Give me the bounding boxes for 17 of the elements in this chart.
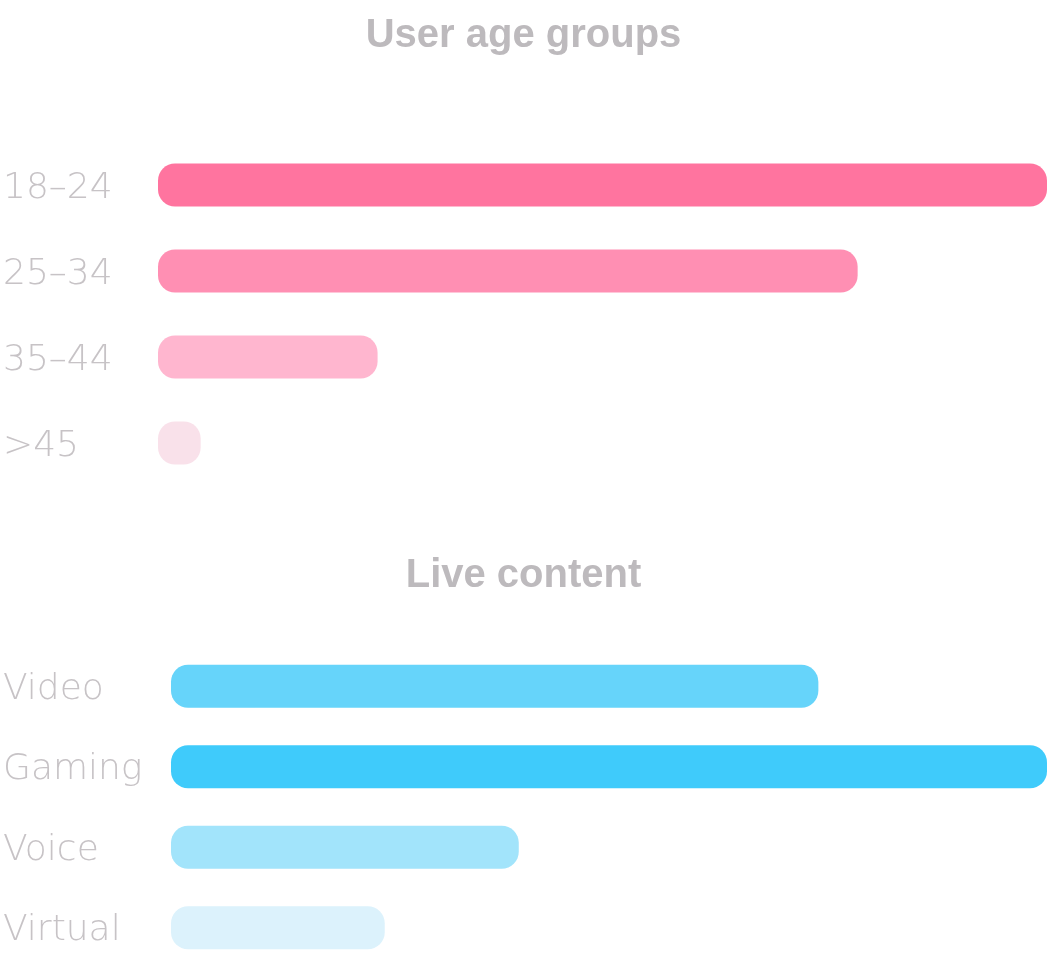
chart-title: Live content: [405, 551, 642, 595]
bar: [171, 825, 519, 869]
y-tick-label: 18–24: [3, 164, 113, 206]
y-tick-label: Voice: [3, 826, 99, 868]
bar: [158, 335, 378, 379]
bar: [171, 664, 819, 708]
y-tick-label: Gaming: [3, 746, 143, 788]
bar: [158, 163, 1047, 207]
bar: [171, 745, 1047, 789]
y-tick-label: >45: [3, 422, 79, 464]
y-tick-label: Video: [3, 665, 104, 707]
chart-title: User age groups: [365, 11, 682, 55]
bar: [171, 906, 385, 950]
y-tick-label: 35–44: [3, 336, 113, 378]
bar: [158, 249, 858, 293]
y-tick-label: 25–34: [3, 250, 113, 292]
y-tick-label: Virtual: [3, 907, 121, 949]
